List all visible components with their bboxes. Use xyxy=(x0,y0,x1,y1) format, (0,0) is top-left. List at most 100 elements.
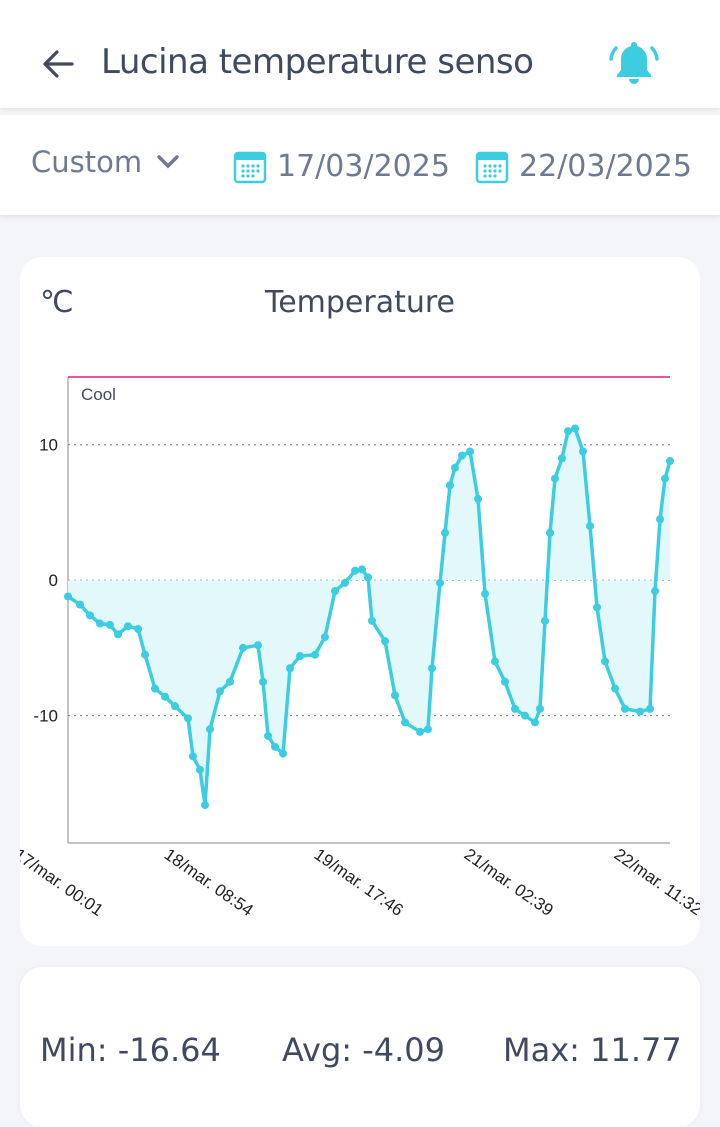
data-point xyxy=(105,620,114,629)
calendar-icon xyxy=(233,151,267,183)
data-point xyxy=(611,684,620,693)
stats-card: Min: -16.64 Avg: -4.09 Max: 11.77 xyxy=(20,967,700,1127)
data-point xyxy=(510,704,519,713)
data-point xyxy=(593,603,602,612)
data-point xyxy=(381,637,390,646)
data-point xyxy=(457,451,466,460)
range-dropdown[interactable]: Custom xyxy=(31,145,180,179)
data-point xyxy=(134,624,143,633)
temperature-chart-card: ℃ Temperature 10 0 -10 Cool 17/mar. 00:01 18/… xyxy=(20,257,700,946)
range-label: Custom xyxy=(31,145,143,179)
max-value: Max: 11.77 xyxy=(503,1031,682,1069)
data-point xyxy=(264,731,273,740)
data-point xyxy=(546,528,555,537)
x-tick-label: 22/mar. 11:32 xyxy=(611,845,700,919)
data-point xyxy=(646,704,655,713)
data-point xyxy=(666,456,674,465)
data-point xyxy=(423,725,432,734)
data-point xyxy=(436,578,445,587)
data-point xyxy=(428,664,437,673)
x-tick-label: 19/mar. 17:46 xyxy=(311,845,407,920)
page-title: Lucina temperature senso xyxy=(101,42,534,82)
data-point xyxy=(600,657,609,666)
data-point xyxy=(501,677,510,686)
min-value: Min: -16.64 xyxy=(40,1031,221,1069)
data-point xyxy=(521,711,530,720)
data-point xyxy=(416,727,425,736)
app-header: Lucina temperature senso xyxy=(0,0,720,108)
data-point xyxy=(579,447,588,456)
data-point xyxy=(367,616,376,625)
data-point xyxy=(391,691,400,700)
arrow-left-icon[interactable] xyxy=(40,46,76,82)
data-point xyxy=(279,749,288,758)
data-point xyxy=(195,765,204,774)
x-tick-label: 18/mar. 08:54 xyxy=(161,845,257,920)
data-point xyxy=(183,714,192,723)
data-point xyxy=(150,684,159,693)
data-point xyxy=(215,687,224,696)
end-date-picker[interactable]: 22/03/2025 xyxy=(475,149,692,184)
data-point xyxy=(85,611,94,620)
data-point xyxy=(123,622,132,631)
x-tick-label: 17/mar. 00:01 xyxy=(20,845,107,920)
data-point xyxy=(114,630,123,639)
data-point xyxy=(474,494,483,503)
data-point xyxy=(271,742,280,751)
data-point xyxy=(259,677,268,686)
y-tick-label: 0 xyxy=(49,571,58,590)
data-point xyxy=(170,702,179,711)
data-point xyxy=(571,424,580,433)
end-date: 22/03/2025 xyxy=(519,149,692,184)
data-point xyxy=(490,657,499,666)
start-date-picker[interactable]: 17/03/2025 xyxy=(233,149,450,184)
data-point xyxy=(351,566,360,575)
chevron-down-icon xyxy=(157,155,179,169)
x-tick-label: 21/mar. 02:39 xyxy=(461,845,557,920)
data-point xyxy=(445,481,454,490)
data-point xyxy=(331,587,340,596)
chart-title: Temperature xyxy=(264,285,456,320)
data-point xyxy=(141,650,150,659)
data-point xyxy=(226,677,235,686)
data-point xyxy=(550,474,559,483)
temperature-chart: 10 0 -10 Cool 17/mar. 00:01 18/mar. 08:54 19/m… xyxy=(20,376,700,920)
data-point xyxy=(651,587,660,596)
unit-label: ℃ xyxy=(40,285,74,320)
data-point xyxy=(239,643,248,652)
data-point xyxy=(636,707,645,716)
y-tick-label: -10 xyxy=(33,707,58,726)
data-point xyxy=(161,692,170,701)
data-point xyxy=(358,565,367,574)
data-point xyxy=(64,592,72,601)
data-point xyxy=(295,652,304,661)
data-point xyxy=(320,633,329,642)
data-point xyxy=(311,650,320,659)
data-point xyxy=(253,641,262,650)
data-point xyxy=(201,801,210,810)
start-date: 17/03/2025 xyxy=(277,149,450,184)
data-point xyxy=(450,463,459,472)
avg-value: Avg: -4.09 xyxy=(282,1031,446,1069)
data-point xyxy=(466,447,475,456)
threshold-label: Cool xyxy=(81,385,116,404)
data-point xyxy=(286,664,295,673)
y-tick-label: 10 xyxy=(39,436,58,455)
calendar-icon xyxy=(475,151,509,183)
data-point xyxy=(76,600,85,609)
data-point xyxy=(660,474,669,483)
data-point xyxy=(340,578,349,587)
data-point xyxy=(206,725,215,734)
data-point xyxy=(620,704,629,713)
data-point xyxy=(441,528,450,537)
data-point xyxy=(364,573,373,582)
bell-ringing-icon[interactable] xyxy=(606,36,662,92)
data-point xyxy=(656,515,665,524)
date-filter-bar: Custom 17/03/2025 22/03/2025 xyxy=(0,115,720,215)
data-point xyxy=(586,522,595,531)
data-point xyxy=(530,718,539,727)
data-point xyxy=(188,752,197,761)
data-point xyxy=(564,427,573,436)
data-point xyxy=(481,589,490,598)
data-point xyxy=(557,454,566,463)
